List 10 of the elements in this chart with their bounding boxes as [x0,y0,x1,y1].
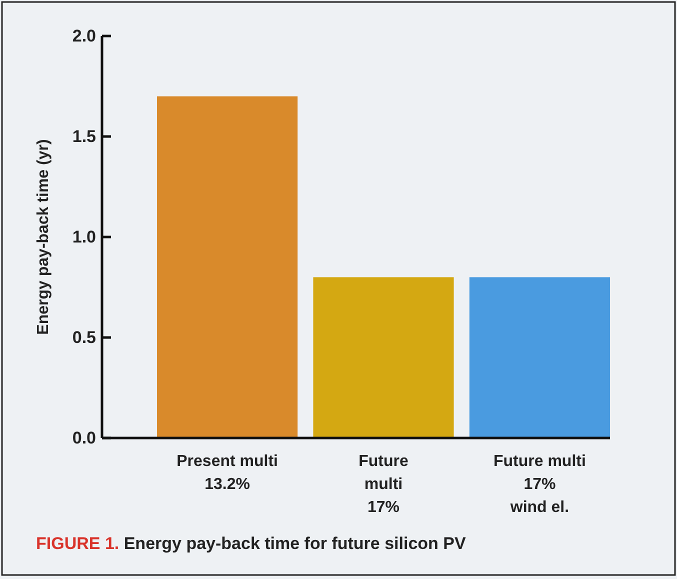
x-tick-label: Future multi 17% [358,453,408,516]
y-tick-label: 0.0 [72,428,96,448]
x-tick-label: Future multi 17% wind el. [493,453,586,516]
y-tick-label: 2.0 [72,26,96,46]
y-tick-label: 0.5 [72,328,96,347]
x-tick-label: Present multi 13.2% [176,453,278,493]
y-tick-label: 1.5 [72,126,96,146]
text: FIGURE 1. Energy pay-back time for future silicon PV [36,534,466,553]
y-axis-title: Energy pay-back time (yr) [35,139,52,335]
y-tick-label: 1.0 [72,227,96,246]
